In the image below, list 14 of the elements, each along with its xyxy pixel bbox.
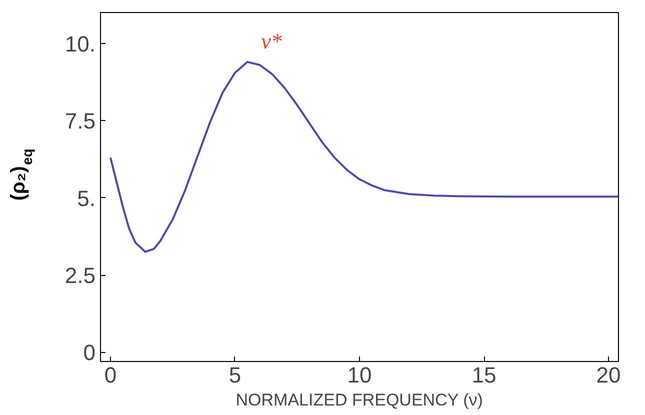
y-tick-label: 2.5 [64, 263, 96, 288]
y-axis-title: (ρ₂)eq [7, 148, 35, 201]
x-tick-label: 10 [347, 362, 372, 388]
y-tick-label: 10. [64, 31, 96, 56]
y-tick-label: 7.5 [64, 108, 96, 134]
y-tick-label: 5. [77, 186, 96, 211]
x-tick-label: 20 [596, 362, 621, 388]
line-series [109, 60, 618, 253]
x-axis-title: NORMALIZED FREQUENCY (ν) [236, 390, 483, 410]
x-tick-label: 0 [104, 362, 117, 388]
y-tick-label: 0 [83, 340, 96, 366]
x-tick-label: 15 [472, 362, 496, 388]
annotation: ν* [261, 28, 282, 54]
x-tick-label: 5 [228, 362, 242, 388]
